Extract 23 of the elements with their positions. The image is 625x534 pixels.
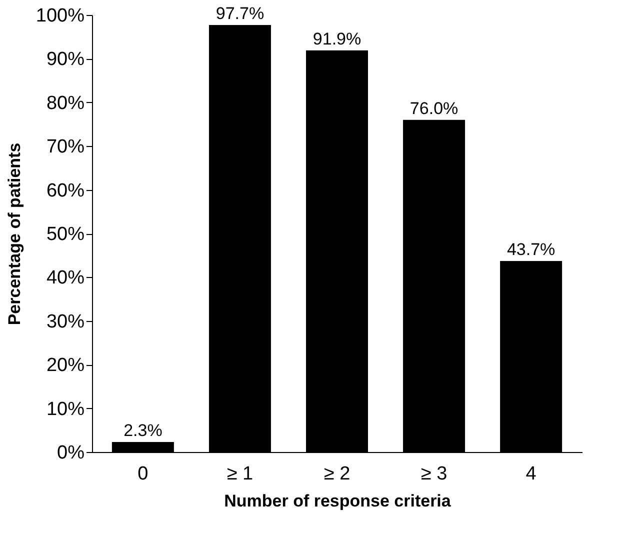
data-label: 76.0% [410,98,458,118]
y-tick-label: 40% [46,268,85,289]
y-tick-label: 20% [46,355,85,376]
y-tick-label: 10% [46,398,85,420]
data-label: 91.9% [312,29,362,48]
x-tick-label: ≥ 3 [420,464,448,484]
y-tick-label: 80% [46,92,85,114]
x-tick-label: 4 [526,464,537,484]
x-axis-title: Number of response criteria [224,492,452,510]
data-label: 97.7% [216,4,264,24]
y-tick-label: 60% [46,180,85,202]
data-label: 2.3% [124,420,162,440]
y-tick-label: 0% [57,442,85,464]
y-axis-title: Percentage of patients [4,142,24,326]
x-tick-label: ≥ 1 [226,464,254,484]
y-tick-label: 30% [46,311,85,332]
y-tick-label: 100% [36,6,85,26]
x-tick-label: 0 [138,464,148,484]
data-label: 43.7% [506,240,556,260]
y-tick-label: 90% [46,49,85,70]
y-tick-label: 50% [46,224,85,245]
y-tick-label: 70% [46,136,85,158]
x-tick-label: ≥ 2 [324,464,350,484]
